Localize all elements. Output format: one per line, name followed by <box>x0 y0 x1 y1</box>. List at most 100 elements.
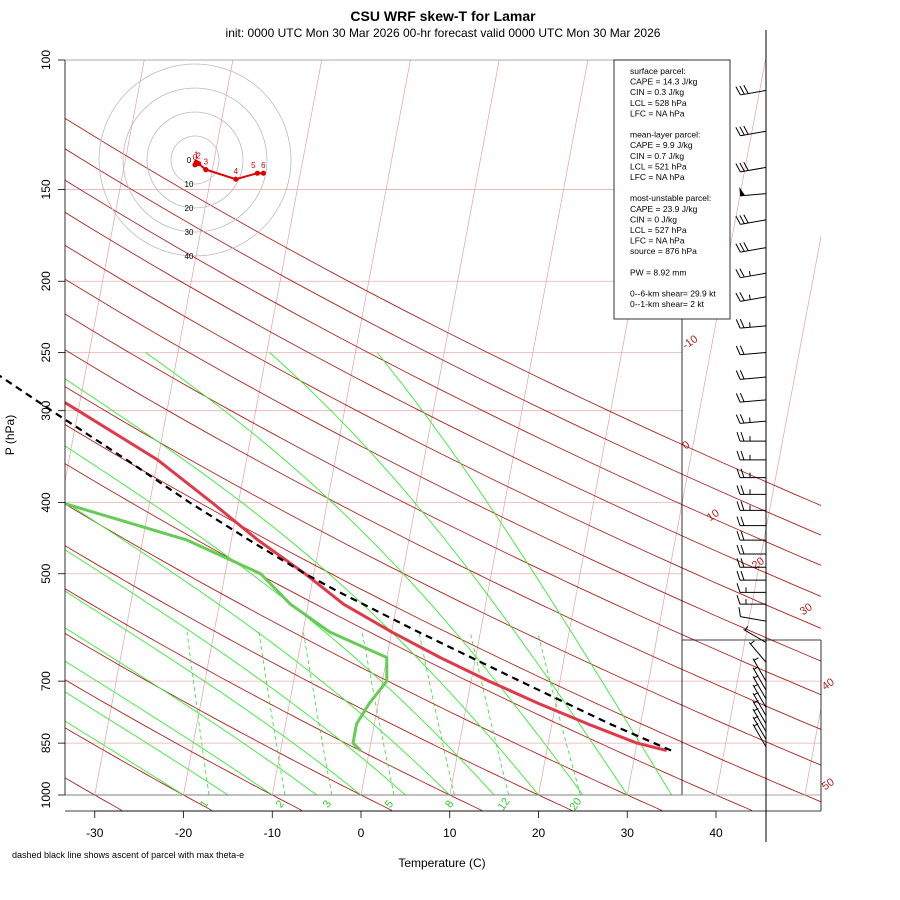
wind-barb <box>736 501 766 511</box>
barb-flag <box>736 583 741 593</box>
y-tick-label: 250 <box>39 342 53 362</box>
barb-shaft <box>752 684 767 708</box>
wind-barb <box>736 485 766 495</box>
x-tick-label: 40 <box>709 826 723 840</box>
barb-half-flag <box>753 675 759 679</box>
dry-adiabat-line <box>65 503 663 811</box>
stats-line: PW = 8.92 mm <box>630 267 686 277</box>
wind-barb <box>752 700 767 725</box>
barb-shaft <box>740 247 767 253</box>
wind-barb <box>735 214 767 225</box>
dry-adiabat-line <box>65 117 821 506</box>
wind-barb <box>752 666 767 691</box>
barb-flag <box>740 485 745 495</box>
barb-shaft <box>740 193 767 197</box>
barb-flag <box>735 163 741 173</box>
barb-half-flag <box>753 700 759 704</box>
hodograph-point <box>233 176 239 182</box>
barb-shaft <box>752 667 767 691</box>
wind-barb <box>736 583 766 593</box>
moist-adiabat-line <box>65 691 229 795</box>
barb-flag <box>735 319 741 329</box>
barb-flag <box>735 370 741 380</box>
y-tick-label: 850 <box>39 733 53 753</box>
hodograph-point-label: 5 <box>251 161 256 170</box>
moist-adiabat-line <box>65 549 406 795</box>
wind-barb <box>736 530 766 541</box>
wind-barb <box>735 125 767 137</box>
x-tick-label: 0 <box>358 826 365 840</box>
barb-shaft <box>740 351 767 356</box>
stats-line: LCL = 521 hPa <box>630 161 687 171</box>
moist-adiabat-line <box>269 352 628 795</box>
barb-flag <box>740 570 745 581</box>
barb-flag <box>735 393 741 403</box>
x-tick-label: -10 <box>264 826 282 840</box>
barb-flag <box>735 292 741 302</box>
barb-half-flag <box>750 640 755 645</box>
stats-line: LCL = 528 hPa <box>630 98 687 108</box>
y-tick-label: 500 <box>39 563 53 583</box>
hodograph-ring-label: 40 <box>185 252 194 261</box>
moist-adiabat-line <box>65 501 451 795</box>
barb-half-flag <box>753 657 759 661</box>
barb-half-flag <box>753 707 759 712</box>
wind-barb <box>748 640 767 663</box>
stats-line: CAPE = 14.3 J/kg <box>630 77 698 87</box>
barb-flag <box>740 501 745 511</box>
barb-flag <box>736 501 741 511</box>
x-tick-label: 10 <box>443 826 457 840</box>
barb-flag <box>739 414 745 424</box>
wind-barb <box>752 707 767 732</box>
wind-barb <box>735 392 767 403</box>
barb-flag <box>740 558 745 568</box>
stats-line: CIN = 0 J/kg <box>630 214 677 224</box>
barb-flag <box>740 450 745 461</box>
y-axis: 100 150 200 250 300 400 500 700 850 1000 <box>39 50 65 808</box>
dry-adiabat-label: 20 <box>750 555 767 572</box>
barb-shaft <box>740 420 767 424</box>
barb-half-flag <box>744 625 749 631</box>
x-axis: -30 -20 -10 0 10 20 30 40 <box>86 810 723 840</box>
mixing-ratio-label: 5 <box>383 798 396 810</box>
dry-adiabat-line <box>65 211 821 597</box>
wind-barb <box>752 657 767 682</box>
stats-line: CIN = 0.7 J/kg <box>630 151 684 161</box>
hodograph-point-label: 3 <box>204 158 209 167</box>
dewpoint-line <box>65 502 389 752</box>
y-tick-label: 200 <box>39 271 53 291</box>
barb-pennant <box>739 186 746 196</box>
hodograph-point-label: 0 <box>193 153 198 162</box>
x-tick-label: -20 <box>175 826 193 840</box>
barb-flag <box>736 558 741 568</box>
barb-flag <box>736 530 741 541</box>
barb-shaft <box>740 89 767 96</box>
hodograph-point-label: 4 <box>234 167 239 176</box>
stats-line: CAPE = 23.9 J/kg <box>630 204 698 214</box>
barb-shaft <box>740 616 767 622</box>
moist-adiabat-line <box>376 352 672 795</box>
mixing-ratio-label: 12 <box>496 796 513 813</box>
barb-flag <box>736 485 741 495</box>
barb-flag <box>736 544 741 555</box>
barb-flag <box>743 214 749 224</box>
x-tick-label: 30 <box>621 826 635 840</box>
moist-adiabat-line <box>145 352 584 795</box>
barb-flag <box>736 431 741 442</box>
wind-barb <box>736 570 766 581</box>
dry-adiabat-line <box>65 148 821 536</box>
hodograph-point-label: 6 <box>261 161 266 170</box>
barb-half-flag <box>748 294 751 300</box>
hodograph-ring <box>122 87 268 233</box>
barb-shaft <box>740 219 767 225</box>
moist-adiabat-line <box>65 720 184 795</box>
stats-line: LCL = 527 hPa <box>630 225 687 235</box>
barb-half-flag <box>748 270 751 277</box>
stats-line: LFC = NA hPa <box>630 172 685 182</box>
hodograph-ring-label: 10 <box>185 180 194 189</box>
wind-barb <box>739 186 767 197</box>
wind-barb <box>752 683 767 708</box>
barb-flag <box>739 345 745 355</box>
barb-flag <box>743 84 749 94</box>
